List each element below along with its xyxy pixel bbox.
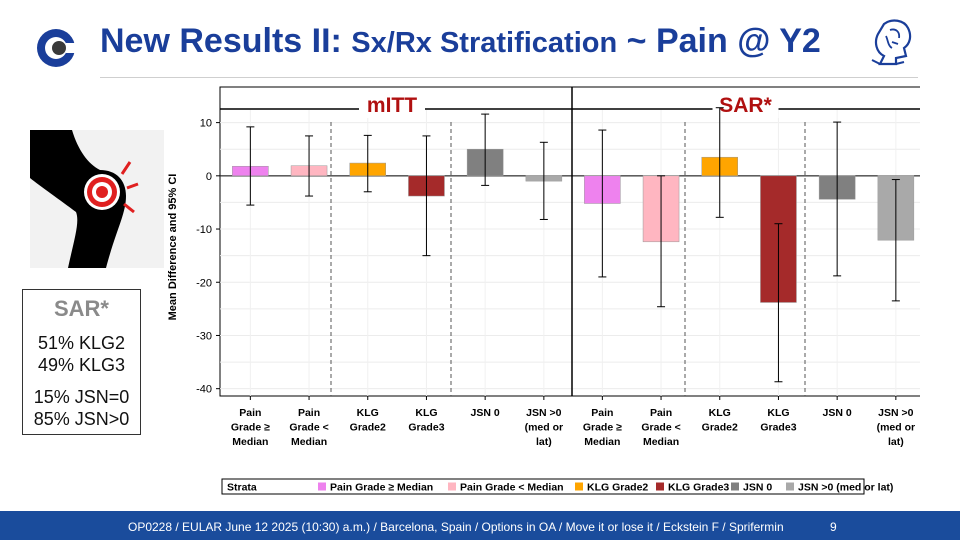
x-tick-label: JSN 0: [471, 407, 500, 419]
x-tick-label: KLG Grade2: [702, 407, 738, 434]
y-tick-label: -10: [196, 224, 212, 236]
footer-text: OP0228 / EULAR June 12 2025 (10:30) a.m.…: [128, 520, 784, 534]
plot-frame: [219, 86, 920, 397]
legend-swatch: [448, 482, 456, 491]
y-axis-label: Mean Difference and 95% CI: [167, 174, 179, 321]
x-tick-label: Pain Grade ≥ Median: [231, 407, 270, 448]
panel-title: mITT: [367, 94, 417, 117]
legend-item: Pain Grade < Median: [460, 482, 564, 494]
panel-title-bg: [359, 88, 425, 118]
x-tick-label: KLG Grade3: [760, 407, 796, 434]
x-tick-label: JSN >0 (med or lat): [877, 407, 916, 448]
legend-swatch: [731, 482, 739, 491]
y-tick-label: 10: [200, 118, 212, 130]
page-number: 9: [830, 520, 837, 534]
legend-item: KLG Grade2: [587, 482, 648, 494]
sar-klg2: 51% KLG2: [37, 333, 126, 353]
legend-item: Pain Grade ≥ Median: [330, 482, 433, 494]
legend-box: [221, 478, 865, 495]
legend-swatch: [656, 482, 664, 491]
y-tick-label: -20: [196, 277, 212, 289]
panel-title-bg: [712, 88, 779, 118]
sar-jsn0: 15% JSN=0: [33, 387, 130, 407]
title-sub: Sx/Rx Stratification: [351, 27, 618, 59]
title-tail: ~ Pain @ Y2: [626, 22, 821, 60]
x-tick-label: Pain Grade < Median: [289, 407, 328, 448]
bar-chart: mITT SAR* 10 0 -10 -20 -30 -40 Mean Difference a…: [167, 86, 920, 495]
footer-bar: OP0228 / EULAR June 12 2025 (10:30) a.m.…: [0, 511, 960, 540]
page-title: New Results II: Sx/Rx Stratification ~ P…: [100, 22, 821, 61]
legend-item: JSN >0 (med or lat): [798, 482, 893, 494]
sar-heading: SAR*: [53, 296, 109, 321]
sar-jsn-gt0: 85% JSN>0: [33, 409, 130, 429]
x-tick-label: JSN >0 (med or lat): [525, 407, 564, 448]
x-tick-label: JSN 0: [823, 407, 852, 419]
bust-sketch-icon: [871, 19, 912, 66]
legend-title: Strata: [227, 482, 257, 494]
legend-swatch: [575, 482, 583, 491]
x-tick-label: KLG Grade2: [350, 407, 386, 434]
y-tick-label: -30: [196, 330, 212, 342]
panel-title: SAR*: [719, 94, 772, 117]
title-main: New Results II:: [100, 22, 342, 60]
sar-summary-box: SAR* 51% KLG2 49% KLG3 15% JSN=0 85% JSN…: [22, 289, 141, 435]
header-band: [220, 87, 920, 109]
y-tick-label: -40: [196, 384, 212, 396]
x-tick-label: KLG Grade3: [408, 407, 444, 434]
company-logo-icon: [37, 29, 78, 67]
knee-pain-icon: [30, 130, 164, 268]
legend-swatch: [318, 482, 326, 491]
legend-item: KLG Grade3: [668, 482, 729, 494]
sar-klg3: 49% KLG3: [37, 355, 126, 375]
x-tick-label: Pain Grade < Median: [641, 407, 680, 448]
y-tick-label: 0: [206, 171, 212, 183]
x-tick-label: Pain Grade ≥ Median: [583, 407, 622, 448]
title-divider: [100, 77, 918, 78]
legend-swatch: [786, 482, 794, 491]
legend-item: JSN 0: [743, 482, 772, 494]
